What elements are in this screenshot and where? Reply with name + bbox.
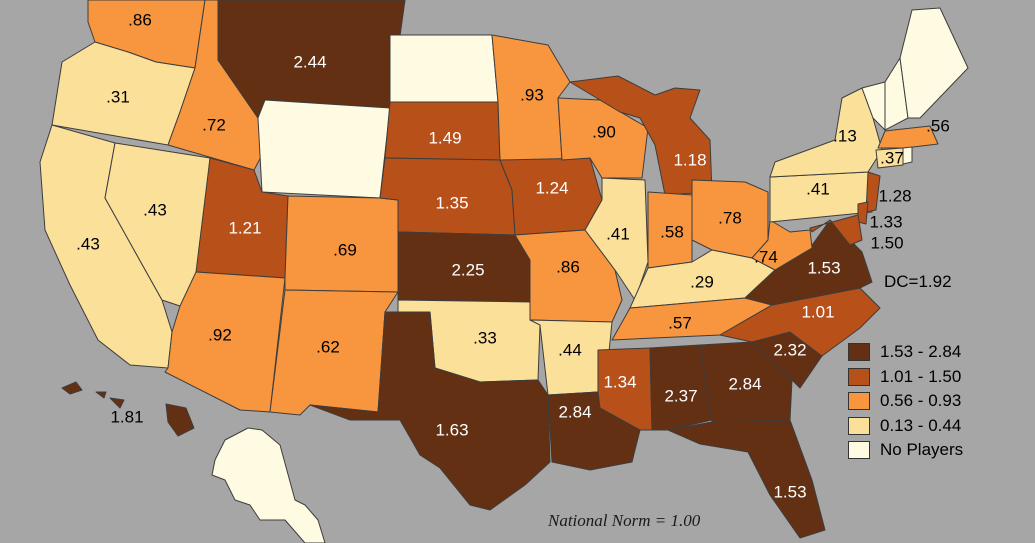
state-value-wv: .74	[754, 248, 778, 267]
state-ny	[769, 87, 883, 178]
state-value-wi: .90	[592, 123, 616, 142]
state-ak	[211, 427, 326, 543]
state-value-ga: 2.84	[728, 375, 761, 394]
legend-label: 1.53 - 2.84	[880, 342, 962, 362]
state-value-hi: 1.81	[110, 408, 143, 427]
state-value-fl: 1.53	[773, 483, 806, 502]
state-value-mo: .86	[556, 258, 580, 277]
legend-item: 0.13 - 0.44	[848, 414, 1030, 439]
state-value-nj: 1.28	[878, 187, 911, 206]
state-ri	[902, 146, 913, 165]
state-value-ia: 1.24	[535, 179, 568, 198]
state-value-or: .31	[106, 88, 130, 107]
state-value-mi: 1.18	[673, 151, 706, 170]
state-al	[649, 344, 713, 431]
legend-item: 0.56 - 0.93	[848, 389, 1030, 414]
state-il	[584, 177, 649, 301]
state-value-ok: .33	[473, 329, 497, 348]
state-value-il: .41	[606, 225, 630, 244]
state-value-ms: 1.34	[603, 373, 636, 392]
value-labels-layer: .86 .31 .43 .43 .72 2.44 1.21 .92 .69 .62 1.49 1.35…	[76, 11, 950, 502]
state-value-ks: 2.25	[451, 261, 484, 280]
legend-swatch	[848, 416, 870, 435]
state-value-ne: 1.35	[435, 194, 468, 213]
state-value-oh: .78	[718, 209, 742, 228]
state-ga	[699, 341, 793, 423]
legend-item: No Players	[848, 438, 1030, 463]
state-value-md: 1.50	[870, 234, 903, 253]
state-me	[899, 7, 969, 119]
state-value-nc: 1.01	[801, 303, 834, 322]
legend-swatch	[848, 441, 870, 460]
state-wy	[257, 99, 391, 199]
state-value-tx: 1.63	[435, 421, 468, 440]
state-ct	[875, 147, 904, 169]
state-md	[809, 214, 863, 246]
state-value-nv: .43	[143, 201, 167, 220]
state-hi	[61, 381, 195, 437]
state-ma	[877, 125, 939, 149]
state-tx	[309, 311, 551, 511]
state-de	[857, 201, 869, 225]
national-norm-note: National Norm = 1.00	[548, 511, 701, 530]
state-value-ma: .56	[926, 117, 950, 136]
legend: 1.53 - 2.84 1.01 - 1.50 0.56 - 0.93 0.13…	[848, 340, 1030, 463]
state-value-ut: 1.21	[228, 219, 261, 238]
state-value-ny: .13	[833, 127, 857, 146]
state-value-co: .69	[333, 241, 357, 260]
legend-item: 1.01 - 1.50	[848, 365, 1030, 390]
legend-item: 1.53 - 2.84	[848, 340, 1030, 365]
state-mi	[569, 75, 713, 196]
dc-value-label: DC=1.92	[884, 272, 952, 291]
legend-label: 0.13 - 0.44	[880, 415, 962, 435]
legend-label: 1.01 - 1.50	[880, 366, 962, 386]
legend-label: No Players	[880, 440, 964, 460]
state-value-mn: .93	[520, 86, 544, 105]
state-value-nm: .62	[316, 338, 340, 357]
state-nd	[389, 34, 499, 103]
state-value-ct: .37	[880, 149, 904, 168]
state-value-ar: .44	[558, 341, 582, 360]
state-value-in: .58	[660, 223, 684, 242]
legend-label: 0.56 - 0.93	[880, 391, 962, 411]
state-fl	[667, 419, 826, 539]
state-value-tn: .57	[668, 314, 692, 333]
legend-swatch	[848, 367, 870, 386]
state-wv	[751, 219, 813, 271]
state-value-pa: .41	[806, 180, 830, 199]
state-value-mt: 2.44	[293, 53, 326, 72]
state-value-va: 1.53	[807, 259, 840, 278]
state-value-ky: .29	[690, 273, 714, 292]
state-value-de: 1.33	[869, 213, 902, 232]
legend-swatch	[848, 343, 870, 362]
state-value-ca: .43	[76, 235, 100, 254]
state-value-id: .72	[202, 116, 226, 135]
state-value-la: 2.84	[558, 403, 591, 422]
state-value-sc: 2.32	[773, 341, 806, 360]
state-az	[164, 271, 286, 413]
legend-swatch	[848, 392, 870, 411]
state-value-al: 2.37	[664, 387, 697, 406]
state-value-az: .92	[208, 326, 232, 345]
state-value-sd: 1.49	[428, 129, 461, 148]
state-nj	[865, 171, 881, 213]
state-value-wa: .86	[128, 11, 152, 30]
states-layer	[39, 0, 969, 543]
